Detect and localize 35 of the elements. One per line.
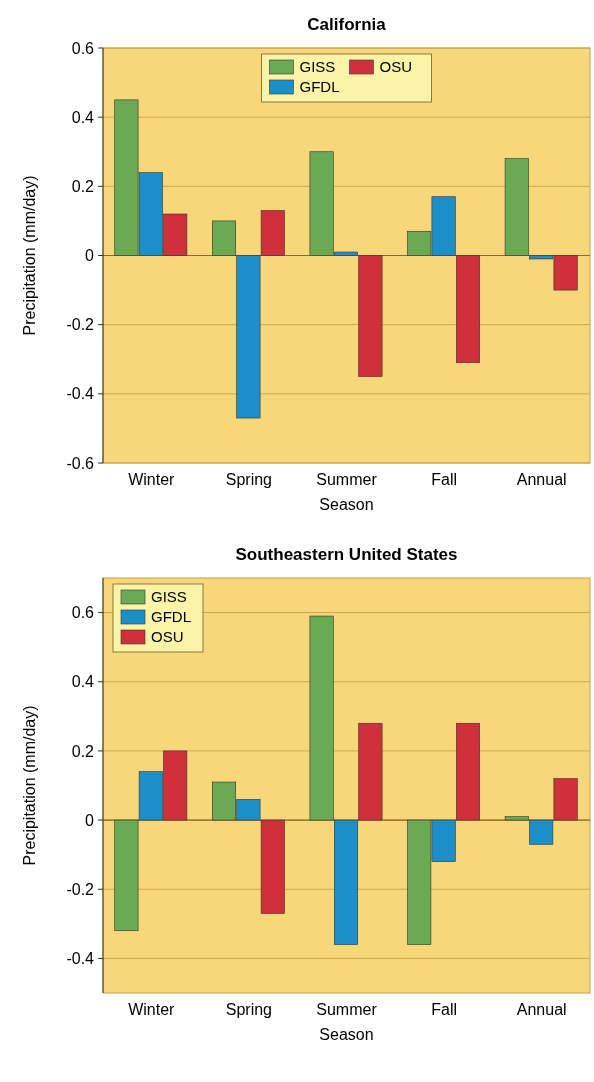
y-tick-label: 0.2 (71, 742, 95, 760)
chart-title: Southeastern United States (235, 545, 458, 564)
y-tick-label: 0 (85, 811, 95, 829)
x-tick-label: Summer (316, 1001, 378, 1018)
y-tick-label: 0.6 (71, 604, 95, 622)
chart-title: California (307, 15, 387, 34)
y-tick-label: 0.6 (71, 39, 95, 57)
y-tick-label: -0.4 (66, 950, 95, 968)
y-tick-label: 0.4 (71, 108, 95, 126)
x-tick-label: Annual (516, 471, 567, 488)
y-tick-label: -0.2 (66, 316, 95, 334)
y-axis-title: Precipitation (mm/day) (21, 175, 38, 336)
x-axis-title: Season (319, 496, 374, 513)
x-tick-label: Summer (316, 471, 378, 488)
x-tick-label: Winter (128, 471, 176, 488)
x-tick-label: Winter (128, 1001, 176, 1018)
x-tick-label: Spring (225, 471, 273, 488)
x-axis-title: Season (319, 1026, 374, 1043)
y-tick-label: -0.2 (66, 880, 95, 898)
y-axis-title: Precipitation (mm/day) (21, 705, 38, 866)
legend-label: GISS (151, 588, 187, 605)
y-tick-label: -0.4 (66, 385, 95, 403)
legend-label: OSU (151, 628, 184, 645)
y-tick-label: 0.2 (71, 177, 95, 195)
y-tick-label: -0.6 (66, 454, 95, 472)
x-tick-label: Annual (516, 1001, 567, 1018)
x-tick-label: Fall (431, 471, 457, 488)
y-tick-label: 0.4 (71, 673, 95, 691)
legend-label: OSU (379, 58, 413, 75)
legend-label: GFDL (151, 608, 192, 625)
x-tick-label: Spring (225, 1001, 273, 1018)
y-tick-label: 0 (85, 247, 95, 265)
legend-label: GISS (299, 58, 336, 75)
legend-label: GFDL (299, 78, 340, 95)
x-tick-label: Fall (431, 1001, 457, 1018)
